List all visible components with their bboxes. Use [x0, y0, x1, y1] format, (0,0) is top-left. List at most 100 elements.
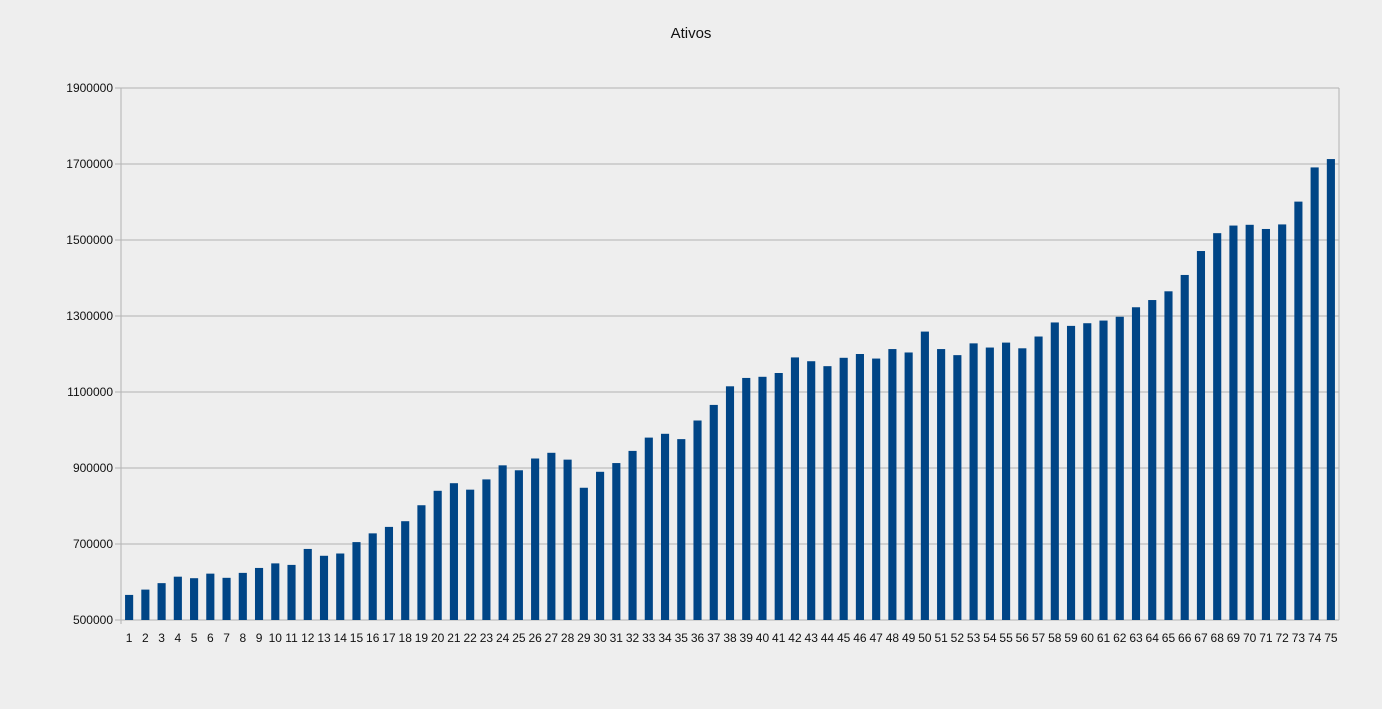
x-tick-label: 61	[1097, 631, 1111, 645]
bar-14	[336, 553, 345, 620]
x-tick-label: 36	[691, 631, 705, 645]
x-tick-label: 47	[869, 631, 883, 645]
bar-41	[774, 373, 783, 620]
x-axis-ticks: 1 2 3 4 5 6 7 8 9 10 11 12 13 14 15 16 17 18 19 20 21 22 23 24 2…	[126, 631, 1338, 645]
x-tick-label: 55	[999, 631, 1013, 645]
bar-6	[206, 573, 215, 620]
bars	[125, 159, 1335, 621]
x-tick-label: 54	[983, 631, 997, 645]
bar-45	[839, 357, 848, 620]
bar-55	[1002, 342, 1011, 620]
bar-47	[872, 358, 881, 620]
x-tick-label: 70	[1243, 631, 1257, 645]
x-tick-label: 24	[496, 631, 510, 645]
x-tick-label: 8	[239, 631, 246, 645]
bar-4	[173, 576, 182, 620]
bar-34	[660, 433, 670, 620]
x-tick-label: 57	[1032, 631, 1046, 645]
bar-21	[449, 483, 458, 620]
bar-2	[141, 589, 150, 620]
bar-74	[1310, 167, 1319, 621]
bar-52	[953, 355, 962, 620]
x-tick-label: 4	[174, 631, 181, 645]
bar-28	[563, 459, 572, 620]
bar-64	[1148, 300, 1157, 620]
x-tick-label: 13	[317, 631, 331, 645]
x-tick-label: 33	[642, 631, 656, 645]
bar-49	[904, 352, 913, 620]
bar-58	[1050, 322, 1059, 620]
x-tick-label: 74	[1308, 631, 1322, 645]
bar-62	[1115, 316, 1124, 620]
bar-43	[807, 361, 816, 620]
x-tick-label: 39	[740, 631, 754, 645]
x-tick-label: 43	[805, 631, 819, 645]
x-tick-label: 27	[545, 631, 559, 645]
x-tick-label: 40	[756, 631, 770, 645]
bar-35	[677, 439, 686, 620]
x-tick-label: 73	[1292, 631, 1306, 645]
x-tick-label: 68	[1211, 631, 1225, 645]
bar-9	[254, 567, 264, 620]
bar-66	[1180, 274, 1189, 620]
x-tick-label: 37	[707, 631, 721, 645]
bar-31	[612, 463, 621, 620]
bar-22	[466, 489, 475, 620]
bar-11	[287, 564, 296, 620]
x-tick-label: 32	[626, 631, 640, 645]
bar-40	[758, 376, 767, 620]
x-tick-label: 31	[610, 631, 624, 645]
x-tick-label: 52	[951, 631, 965, 645]
bar-68	[1213, 233, 1222, 620]
y-tick-label: 1500000	[66, 233, 113, 247]
bar-46	[855, 354, 864, 620]
bar-70	[1245, 224, 1254, 621]
bar-8	[238, 572, 247, 620]
y-tick-label: 1300000	[66, 309, 113, 323]
bar-39	[742, 377, 751, 620]
x-tick-label: 17	[382, 631, 396, 645]
x-tick-label: 46	[853, 631, 867, 645]
bar-51	[937, 349, 946, 620]
x-tick-label: 50	[918, 631, 932, 645]
bar-12	[303, 548, 312, 620]
x-tick-label: 28	[561, 631, 575, 645]
bar-30	[596, 471, 605, 620]
bar-59	[1066, 325, 1076, 620]
y-tick-label: 1100000	[67, 385, 113, 399]
bar-5	[190, 578, 199, 620]
x-tick-label: 38	[723, 631, 737, 645]
x-tick-label: 11	[285, 631, 298, 645]
x-tick-label: 66	[1178, 631, 1192, 645]
x-tick-label: 62	[1113, 631, 1127, 645]
x-tick-label: 51	[934, 631, 948, 645]
x-tick-label: 21	[447, 631, 461, 645]
x-tick-label: 19	[415, 631, 429, 645]
x-tick-label: 53	[967, 631, 981, 645]
bar-25	[514, 470, 523, 620]
bar-10	[271, 563, 280, 620]
x-tick-label: 56	[1016, 631, 1030, 645]
x-tick-label: 7	[223, 631, 230, 645]
bar-63	[1131, 307, 1141, 620]
x-tick-label: 35	[675, 631, 689, 645]
x-tick-label: 22	[463, 631, 477, 645]
x-tick-label: 64	[1146, 631, 1160, 645]
x-tick-label: 49	[902, 631, 916, 645]
y-tick-label: 500000	[73, 613, 113, 627]
bar-32	[628, 450, 637, 620]
x-tick-label: 14	[334, 631, 348, 645]
bar-71	[1261, 228, 1270, 621]
bar-36	[693, 420, 702, 620]
bar-27	[547, 452, 556, 620]
bar-73	[1294, 201, 1303, 620]
x-tick-label: 20	[431, 631, 445, 645]
x-tick-label: 2	[142, 631, 149, 645]
y-tick-label: 1700000	[66, 157, 113, 171]
bar-18	[401, 521, 410, 620]
x-tick-label: 1	[126, 631, 133, 645]
bar-72	[1278, 224, 1287, 621]
x-tick-label: 18	[399, 631, 413, 645]
chart-title: Ativos	[671, 25, 712, 42]
x-tick-label: 41	[772, 631, 786, 645]
